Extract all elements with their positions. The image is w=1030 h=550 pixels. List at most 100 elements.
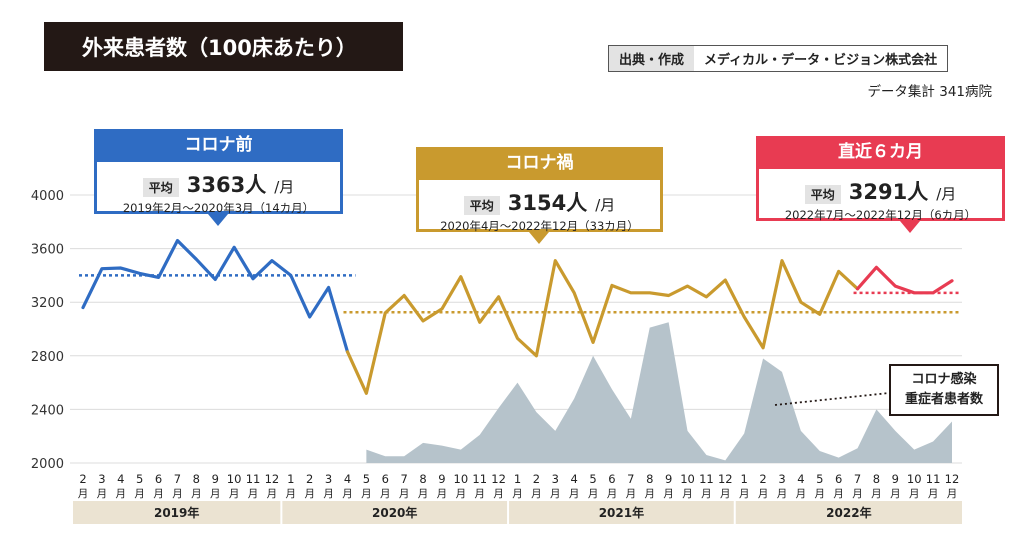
x-tick-label: 12 (718, 472, 733, 486)
x-tick-label: 10 (680, 472, 695, 486)
average-tag: 平均 (463, 196, 500, 215)
source-label: 出典・作成 (609, 46, 695, 71)
x-tick-suffix: 月 (248, 488, 259, 500)
average-unit: /月 (936, 185, 957, 203)
x-tick-label: 11 (472, 472, 487, 486)
x-tick-suffix: 月 (286, 488, 297, 500)
period-recent: 直近６カ月 平均 3291人 /月 2022年7月～2022年12月（6カ月） (756, 136, 1005, 222)
x-tick-label: 10 (454, 472, 469, 486)
x-tick-label: 8 (646, 472, 653, 486)
x-tick-label: 12 (945, 472, 960, 486)
x-tick-label: 3 (98, 472, 105, 486)
x-tick-suffix: 月 (644, 488, 655, 500)
x-tick-label: 2 (306, 472, 313, 486)
x-tick-suffix: 月 (569, 488, 580, 500)
chart-title: 外来患者数（100床あたり） (44, 22, 403, 71)
x-tick-suffix: 月 (437, 488, 448, 500)
x-tick-suffix: 月 (739, 488, 750, 500)
x-tick-suffix: 月 (191, 488, 202, 500)
x-tick-label: 7 (854, 472, 861, 486)
average-tag: 平均 (142, 178, 179, 197)
x-tick-suffix: 月 (720, 488, 731, 500)
x-tick-suffix: 月 (97, 488, 108, 500)
y-axis: 2000 2400 2800 3200 3600 4000 (31, 189, 64, 472)
x-tick-label: 3 (325, 472, 332, 486)
covid-area (366, 322, 952, 463)
x-tick-label: 4 (571, 472, 578, 486)
x-tick-label: 7 (174, 472, 181, 486)
x-tick-suffix: 月 (663, 488, 674, 500)
year-band (735, 501, 962, 524)
year-label: 2019年 (154, 505, 199, 520)
x-tick-label: 4 (344, 472, 351, 486)
x-tick-suffix: 月 (531, 488, 542, 500)
x-tick-suffix: 月 (758, 488, 769, 500)
x-tick-suffix: 月 (116, 488, 127, 500)
period-name: コロナ前 (94, 129, 343, 162)
y-tick-label: 2400 (31, 403, 64, 418)
x-tick-label: 7 (627, 472, 634, 486)
x-tick-suffix: 月 (418, 488, 429, 500)
x-tick-suffix: 月 (134, 488, 145, 500)
source-value: メディカル・データ・ビジョン株式会社 (694, 46, 948, 71)
x-tick-suffix: 月 (153, 488, 164, 500)
year-band (73, 501, 281, 524)
covid-severe-label: コロナ感染 重症者患者数 (889, 364, 999, 416)
x-tick-label: 9 (892, 472, 899, 486)
covid-label-line2: 重症者患者数 (904, 392, 983, 407)
x-tick-label: 1 (287, 472, 294, 486)
x-tick-suffix: 月 (871, 488, 882, 500)
x-tick-label: 10 (227, 472, 242, 486)
series-line (855, 265, 954, 295)
period-pre-covid: コロナ前 平均 3363人 /月 2019年2月～2020年3月（14カ月） (94, 129, 343, 215)
x-tick-suffix: 月 (323, 488, 334, 500)
x-tick-label: 6 (155, 472, 162, 486)
covid-severe-area (366, 322, 952, 463)
x-tick-label: 2 (533, 472, 540, 486)
period-range: 2019年2月～2020年3月（14カ月） (122, 201, 315, 215)
x-tick-suffix: 月 (815, 488, 826, 500)
y-tick-label: 2000 (31, 457, 64, 472)
x-tick-label: 8 (873, 472, 880, 486)
x-tick-label: 8 (419, 472, 426, 486)
year-band (282, 501, 508, 524)
x-tick-suffix: 月 (626, 488, 637, 500)
x-tick-label: 5 (589, 472, 596, 486)
x-tick-label: 6 (608, 472, 615, 486)
x-tick-label: 5 (363, 472, 370, 486)
x-tick-label: 4 (797, 472, 804, 486)
series-lines (81, 238, 954, 395)
period-range: 2020年4月～2022年12月（33カ月） (440, 219, 639, 233)
x-tick-label: 11 (699, 472, 714, 486)
x-tick-suffix: 月 (210, 488, 221, 500)
x-tick-label: 3 (778, 472, 785, 486)
year-label: 2022年 (826, 505, 871, 520)
period-range: 2022年7月～2022年12月（6カ月） (784, 208, 977, 222)
x-tick-label: 7 (400, 472, 407, 486)
x-tick-suffix: 月 (852, 488, 863, 500)
x-tick-suffix: 月 (342, 488, 353, 500)
x-tick-label: 3 (552, 472, 559, 486)
x-tick-label: 9 (665, 472, 672, 486)
x-tick-label: 2 (759, 472, 766, 486)
x-tick-label: 8 (193, 472, 200, 486)
x-tick-label: 9 (438, 472, 445, 486)
x-tick-suffix: 月 (361, 488, 372, 500)
y-tick-label: 2800 (31, 350, 64, 365)
x-tick-suffix: 月 (380, 488, 391, 500)
x-tick-suffix: 月 (682, 488, 693, 500)
x-tick-label: 11 (246, 472, 261, 486)
average-unit: /月 (595, 196, 616, 214)
series-line (345, 259, 860, 395)
x-tick-label: 1 (514, 472, 521, 486)
year-label: 2020年 (372, 505, 417, 520)
x-tick-label: 2 (79, 472, 86, 486)
x-tick-label: 12 (265, 472, 280, 486)
y-tick-label: 3200 (31, 296, 64, 311)
covid-label-pointer (774, 392, 890, 406)
x-tick-suffix: 月 (833, 488, 844, 500)
average-value: 3291人 (848, 180, 929, 204)
source-box: 出典・作成 メディカル・データ・ビジョン株式会社 (608, 45, 949, 72)
x-tick-label: 4 (117, 472, 124, 486)
year-label: 2021年 (599, 505, 644, 520)
